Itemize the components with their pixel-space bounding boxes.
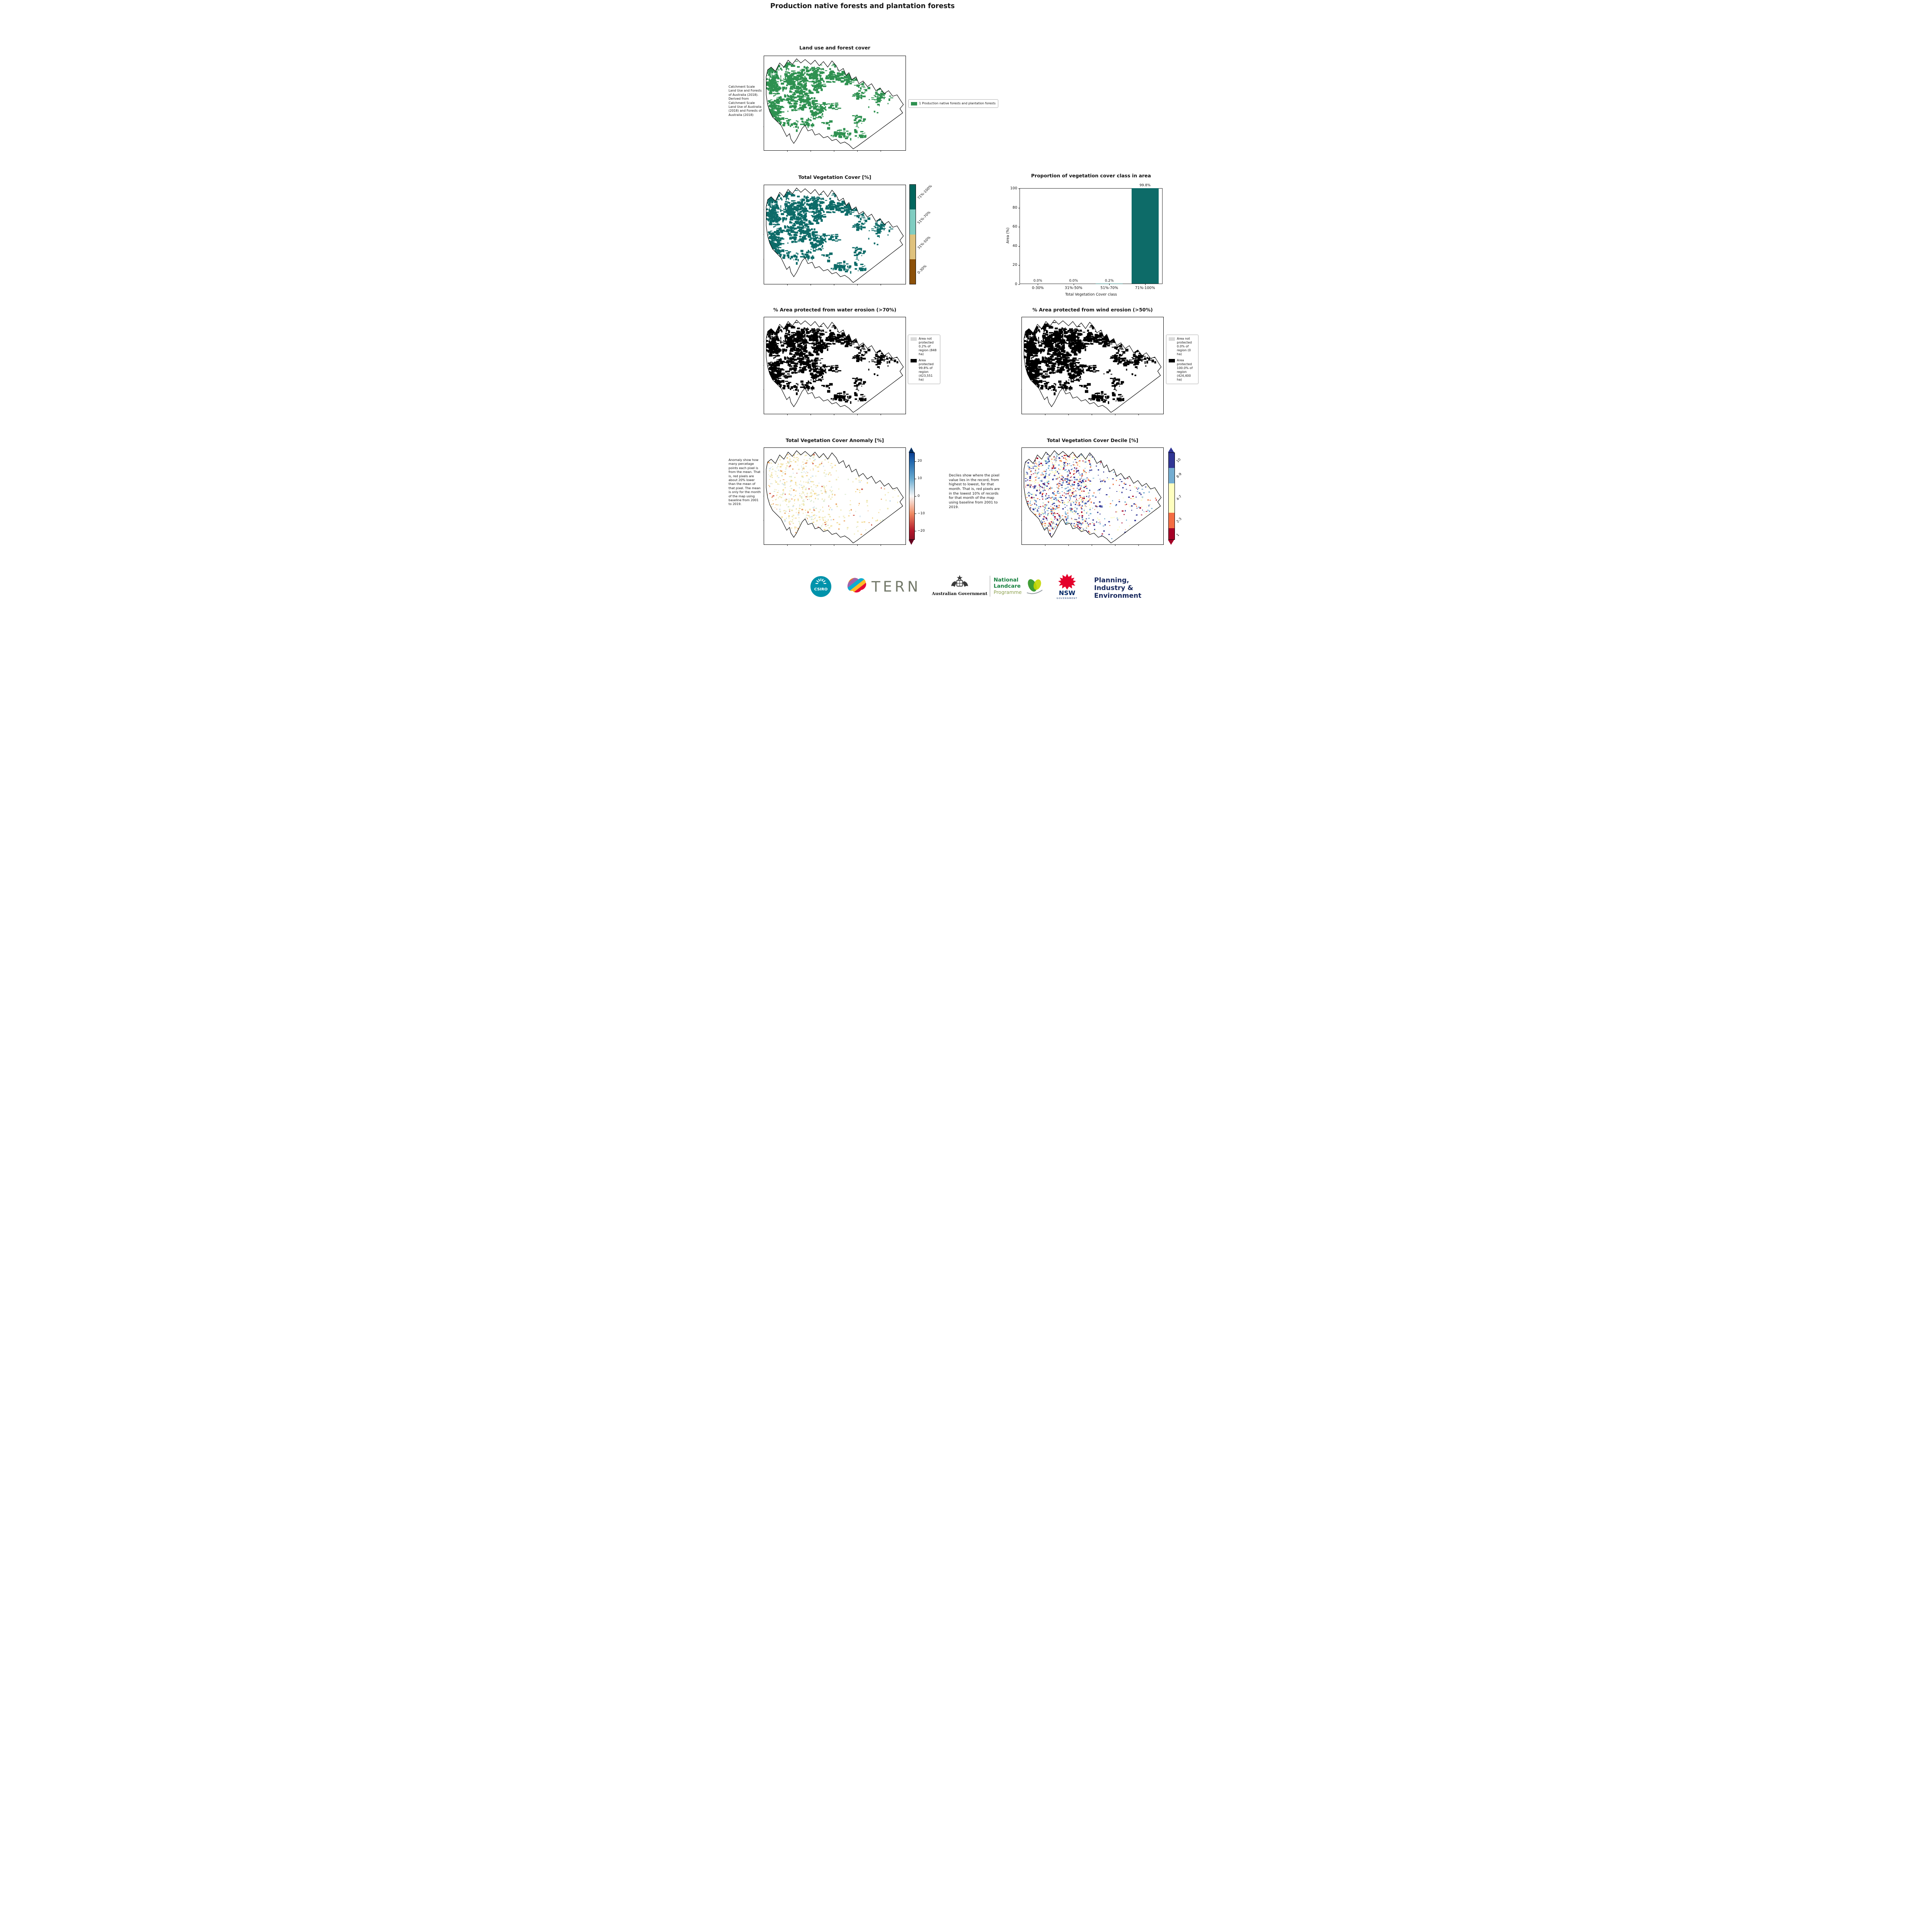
y-tick-label: 20 bbox=[1012, 263, 1017, 267]
map-patches bbox=[1024, 321, 1158, 404]
y-tick-label: 80 bbox=[1012, 205, 1017, 210]
dpie-line2: Industry & bbox=[1094, 584, 1134, 592]
bar-value-label: 0.0% bbox=[1069, 279, 1078, 283]
x-tick-label: 0-30% bbox=[1032, 286, 1044, 290]
anomaly-colorbar-tick: 10 bbox=[918, 476, 922, 481]
landuse-title: Land use and forest cover bbox=[799, 45, 870, 51]
anomaly-colorbar-tick: 20 bbox=[918, 459, 922, 463]
csiro-label: CSIRO bbox=[814, 587, 828, 592]
decile-colorbar: 10 8-9 4-7 2-3 1 bbox=[1168, 447, 1183, 545]
vegcover-colorbar: 71%-100% 51%-70% 31%-50% 0-30% bbox=[909, 184, 933, 284]
dpie-logo: Planning, Industry & Environment bbox=[1094, 577, 1141, 600]
vegcover-colorbar-label: 51%-70% bbox=[917, 211, 932, 225]
water-legend: Area not protected 0.2% of region (848 h… bbox=[908, 335, 940, 384]
csiro-logo: CSIRO bbox=[810, 576, 832, 599]
map-patches bbox=[1025, 453, 1159, 541]
water-title: % Area protected from water erosion (>70… bbox=[773, 307, 897, 313]
page-title: Production native forests and plantation… bbox=[770, 2, 955, 10]
bar-value-label: 0.2% bbox=[1105, 279, 1114, 283]
report-page: Production native forests and plantation… bbox=[728, 0, 1199, 609]
anomaly-colorbar-tick: −10 bbox=[918, 511, 925, 515]
map-patches bbox=[767, 453, 901, 540]
y-tick-label: 40 bbox=[1012, 243, 1017, 248]
anomaly-caption: Anomaly show how many percetage points e… bbox=[729, 458, 761, 506]
landuse-map bbox=[764, 56, 906, 151]
decile-map bbox=[1021, 447, 1164, 545]
water-notprotected-swatch bbox=[911, 337, 917, 341]
csiro-logo-graphic: CSIRO bbox=[810, 576, 831, 597]
decile-colorbar-label: 4-7 bbox=[1176, 495, 1183, 502]
water-protected-label: Area protected 99.8% of region (423,551 … bbox=[919, 359, 934, 381]
nsw-government-logo: NSW GOVERNMENT bbox=[1056, 573, 1080, 603]
y-tick-label: 100 bbox=[1010, 186, 1017, 190]
nsw-government-label: GOVERNMENT bbox=[1057, 597, 1078, 600]
decile-colorbar-label: 1 bbox=[1176, 533, 1180, 537]
dpie-line3: Environment bbox=[1094, 592, 1142, 600]
anomaly-colorbar-tick: −20 bbox=[918, 529, 925, 533]
forest-legend-swatch bbox=[911, 102, 917, 105]
nsw-label: NSW bbox=[1059, 589, 1076, 597]
landuse-legend: 1 Production native forests and plantati… bbox=[908, 99, 999, 108]
anomaly-colorbar: 20 10 0 −10 −20 bbox=[909, 447, 925, 545]
landuse-caption: Catchment Scale Land Use and Forests of … bbox=[729, 85, 762, 117]
decile-caption: Deciles show where the pixel value lies … bbox=[949, 474, 1000, 509]
chart-xlabel: Total Vegetation Cover class bbox=[1065, 293, 1117, 297]
wind-protected-label: Area protected 100.0% of region (424,400… bbox=[1177, 359, 1193, 381]
landcare-logo: National Landcare Programme bbox=[994, 577, 1022, 595]
coat-of-arms-icon: Australian Government bbox=[931, 575, 988, 596]
landcare-leaf-icon bbox=[1024, 575, 1045, 598]
wind-legend: Area not protected 0.0% of region (0 ha)… bbox=[1166, 335, 1198, 384]
water-map bbox=[764, 317, 906, 414]
chart-ylabel: Area (%) bbox=[1006, 227, 1010, 244]
tern-australia-icon bbox=[847, 578, 866, 593]
map-patches bbox=[766, 60, 898, 141]
vegcover-colorbar-label: 0-30% bbox=[917, 264, 928, 275]
x-tick-label: 71%-100% bbox=[1135, 286, 1155, 290]
water-protected-swatch bbox=[911, 359, 917, 362]
y-tick-label: 60 bbox=[1012, 224, 1017, 229]
landcare-line2: Landcare bbox=[994, 583, 1021, 589]
tern-label: TERN bbox=[871, 578, 921, 595]
bar-value-label: 99.8% bbox=[1139, 183, 1151, 187]
proportion-chart-title: Proportion of vegetation cover class in … bbox=[1031, 173, 1151, 179]
tern-logo: TERN bbox=[844, 574, 921, 600]
vegcover-colorbar-label: 71%-100% bbox=[917, 184, 933, 201]
decile-colorbar-label: 8-9 bbox=[1176, 472, 1183, 479]
proportion-chart: 0 20 40 60 80 100 0-30% 0.0% 31%-50% 0.0% 51%-70% 0… bbox=[1010, 184, 1163, 290]
map-patches bbox=[766, 189, 898, 274]
x-tick-label: 51%-70% bbox=[1100, 286, 1118, 290]
vegcover-map bbox=[764, 185, 906, 284]
anomaly-map bbox=[764, 447, 906, 545]
y-tick-label: 0 bbox=[1015, 282, 1017, 286]
anomaly-title: Total Vegetation Cover Anomaly [%] bbox=[785, 437, 884, 443]
anomaly-colorbar-tick: 0 bbox=[918, 494, 920, 498]
vegcover-title: Total Vegetation Cover [%] bbox=[798, 174, 872, 180]
australian-government-logo: Australian Government bbox=[931, 573, 989, 600]
water-notprotected-label: Area not protected 0.2% of region (848 h… bbox=[919, 337, 937, 356]
australian-government-label: Australian Government bbox=[931, 591, 988, 596]
x-tick-label: 31%-50% bbox=[1064, 286, 1083, 290]
wind-notprotected-label: Area not protected 0.0% of region (0 ha) bbox=[1177, 337, 1192, 356]
wind-notprotected-swatch bbox=[1169, 337, 1175, 341]
landcare-line1: National bbox=[994, 577, 1019, 583]
wind-map bbox=[1021, 317, 1164, 414]
vegcover-colorbar-label: 31%-50% bbox=[917, 235, 932, 250]
decile-colorbar-label: 10 bbox=[1176, 457, 1182, 464]
wind-protected-swatch bbox=[1169, 359, 1175, 362]
decile-title: Total Vegetation Cover Decile [%] bbox=[1047, 437, 1139, 443]
landcare-line3: Programme bbox=[994, 589, 1022, 595]
wind-title: % Area protected from wind erosion (>50%… bbox=[1032, 307, 1153, 313]
tern-logo-graphic: TERN bbox=[847, 578, 921, 595]
dpie-line1: Planning, bbox=[1094, 577, 1129, 584]
bar-value-label: 0.0% bbox=[1033, 279, 1042, 283]
bar-71%-100% bbox=[1131, 188, 1159, 284]
forest-legend-label: 1 Production native forests and plantati… bbox=[919, 102, 996, 105]
decile-colorbar-label: 2-3 bbox=[1176, 517, 1183, 524]
map-patches bbox=[766, 321, 900, 404]
